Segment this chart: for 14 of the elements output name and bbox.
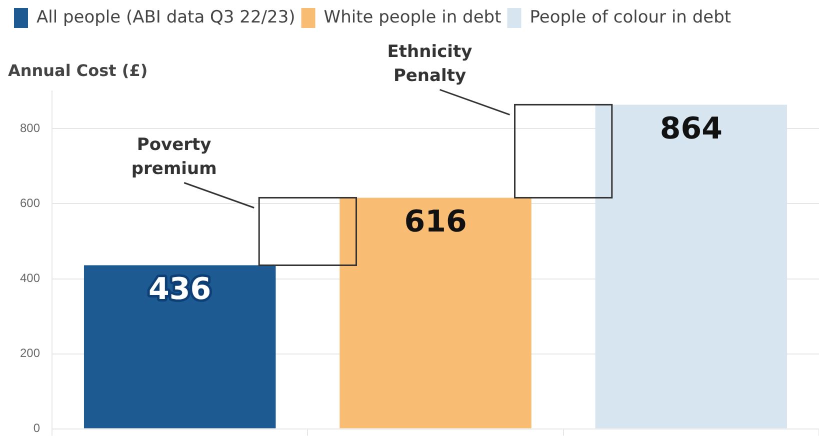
y-tick-label: 800 — [20, 121, 40, 136]
y-tick-label: 200 — [20, 346, 40, 360]
data-label: 864 — [660, 112, 722, 146]
y-axis-title: Annual Cost (£) — [8, 60, 148, 80]
text: Ethnicity Penalty — [386, 40, 474, 88]
y-tick-label: 400 — [20, 271, 40, 286]
data-label: 436 — [148, 272, 212, 308]
legend-label: People of colour in debt — [530, 7, 732, 28]
legend-label: White people in debt — [324, 7, 502, 28]
legend-label: All people (ABI data Q3 22/23) — [36, 7, 296, 28]
y-tick-label: 0 — [33, 421, 40, 436]
y-tick-label: 600 — [20, 196, 40, 210]
data-label: 616 — [404, 204, 467, 240]
annotation: Poverty premium — [130, 134, 218, 181]
